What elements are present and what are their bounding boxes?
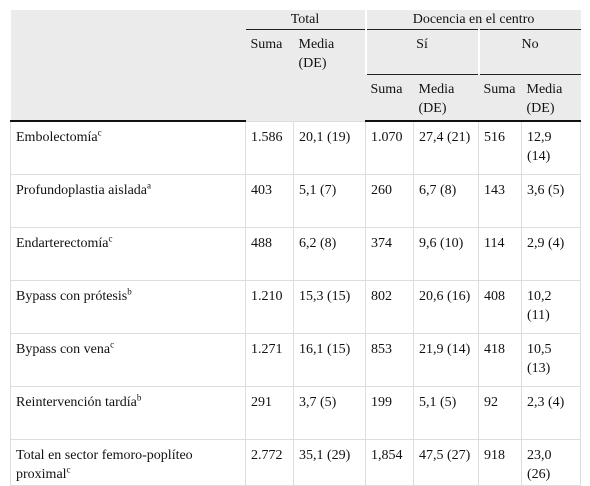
row-label-cell: Bypass con venac [10, 333, 246, 387]
column-header: Suma [245, 29, 294, 121]
table-cell: 291 [245, 386, 294, 440]
table-cell: 2,9 (4) [521, 227, 582, 281]
group-header: No [477, 29, 581, 75]
table-cell: 10,2 (11) [521, 280, 582, 334]
table-cell: 1.070 [365, 120, 415, 175]
corner-cell [10, 10, 246, 122]
row-label: Reintervención tardía [16, 395, 137, 410]
row-label: Embolectomía [16, 130, 98, 145]
table-cell: 20,1 (19) [292, 120, 367, 175]
table-cell: 408 [478, 280, 523, 334]
table-cell: 918 [478, 439, 523, 486]
row-label: Bypass con vena [16, 342, 111, 357]
table-cell: 516 [478, 120, 523, 175]
data-table: Total Docencia en el centro Suma Media (… [10, 10, 582, 486]
table-cell: 15,3 (15) [292, 280, 367, 334]
table-cell: 12,9 (14) [521, 120, 582, 175]
group-header: Total [245, 10, 366, 30]
row-label-cell: Endarterectomíac [10, 227, 246, 281]
column-header: Suma [478, 74, 522, 122]
table-row: Bypass con venac 1.271 16,1 (15) 853 21,9 (1… [10, 333, 582, 387]
table-row: Embolectomíac 1.586 20,1 (19) 1.070 27,4 (21… [10, 120, 582, 175]
table-cell: 1.210 [245, 280, 294, 334]
table-cell: 418 [478, 333, 523, 387]
table-cell: 21,9 (14) [413, 333, 480, 387]
row-label: Endarterectomía [16, 236, 109, 251]
table-cell: 260 [365, 174, 415, 228]
table-cell: 853 [365, 333, 415, 387]
table-cell: 2,3 (4) [521, 386, 582, 440]
table-cell: 143 [478, 174, 523, 228]
footnote-mark: c [108, 233, 113, 244]
group-header: Docencia en el centro [364, 10, 581, 30]
table-cell: 27,4 (21) [413, 120, 480, 175]
table-cell: 199 [365, 386, 415, 440]
row-label-cell: Total en sector femoro-poplíteo proximal… [10, 439, 246, 486]
table-cell: 1.271 [245, 333, 294, 387]
footnote-mark: b [127, 286, 132, 297]
table-cell: 5,1 (5) [413, 386, 480, 440]
table-cell: 5,1 (7) [292, 174, 367, 228]
footnote-mark: b [136, 392, 142, 403]
table-cell: 16,1 (15) [292, 333, 367, 387]
column-header: Suma [365, 74, 414, 122]
row-label: Total en sector femoro-poplíteo proximal [16, 448, 193, 482]
table-cell: 1,854 [365, 439, 415, 486]
table-row: Endarterectomíac 488 6,2 (8) 374 9,6 (10) 114… [10, 227, 582, 281]
table-row: Bypass con prótesisb 1.210 15,3 (15) 802 20,… [10, 280, 582, 334]
table-cell: 6,2 (8) [292, 227, 367, 281]
table-cell: 23,0 (26) [521, 439, 582, 486]
footnote-mark: c [97, 127, 102, 138]
table-cell: 3,7 (5) [292, 386, 367, 440]
footnote-mark: c [66, 464, 71, 475]
column-header: Media (DE) [521, 74, 581, 122]
table-cell: 6,7 (8) [413, 174, 480, 228]
table-cell: 802 [365, 280, 415, 334]
row-label-cell: Bypass con prótesisb [10, 280, 246, 334]
row-label: Bypass con prótesis [16, 289, 128, 304]
table-row: Reintervención tardíab 291 3,7 (5) 199 5,1 (… [10, 386, 582, 440]
table-cell: 488 [245, 227, 294, 281]
table-cell: 114 [478, 227, 523, 281]
table-body: Embolectomíac 1.586 20,1 (19) 1.070 27,4 (21… [10, 120, 582, 486]
footnote-mark: a [147, 180, 152, 191]
table-cell: 92 [478, 386, 523, 440]
table-row: Profundoplastia aisladaa 403 5,1 (7) 260 6,7… [10, 174, 582, 228]
table-cell: 20,6 (16) [413, 280, 480, 334]
table-cell: 9,6 (10) [413, 227, 480, 281]
table-cell: 1.586 [245, 120, 294, 175]
table-cell: 47,5 (27) [413, 439, 480, 486]
column-header: Media (DE) [293, 29, 366, 121]
footnote-mark: c [110, 339, 115, 350]
row-label: Profundoplastia aislada [16, 183, 148, 198]
group-header: Sí [364, 29, 479, 75]
row-label-cell: Profundoplastia aisladaa [10, 174, 246, 228]
table-cell: 35,1 (29) [292, 439, 367, 486]
table-header: Total Docencia en el centro Suma Media (… [10, 10, 581, 122]
table-row: Total en sector femoro-poplíteo proximal… [10, 439, 582, 486]
table-cell: 10,5 (13) [521, 333, 582, 387]
row-label-cell: Reintervención tardíab [10, 386, 246, 440]
table-cell: 403 [245, 174, 294, 228]
row-label-cell: Embolectomíac [10, 120, 246, 175]
table-cell: 374 [365, 227, 415, 281]
table-cell: 2.772 [245, 439, 294, 486]
table-cell: 3,6 (5) [521, 174, 582, 228]
column-header: Media (DE) [413, 74, 479, 122]
